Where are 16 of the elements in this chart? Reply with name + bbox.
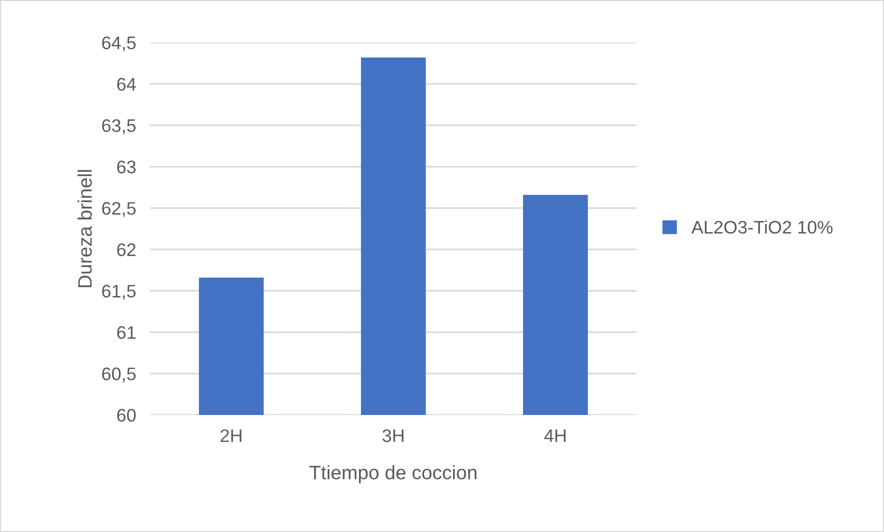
y-tick-label: 60 xyxy=(117,408,136,422)
y-tick-label: 61 xyxy=(117,326,136,339)
y-tick-label: 62,5 xyxy=(102,202,136,217)
y-tick-label: 63 xyxy=(117,160,136,174)
x-tick-label: 2H xyxy=(220,429,242,442)
y-tick-label: 64,5 xyxy=(102,36,136,52)
legend-label: AL2O3-TiO2 10% xyxy=(691,220,833,234)
x-tick-label: 3H xyxy=(382,429,404,442)
y-axis-title: Dureza brinell xyxy=(78,170,92,288)
y-tick-label: 62 xyxy=(117,243,136,256)
x-axis-title: Ttiempo de coccion xyxy=(310,465,476,484)
y-tick-label: 61,5 xyxy=(102,284,136,300)
y-tick-label: 63,5 xyxy=(102,119,136,134)
y-tick-label: 64 xyxy=(117,78,136,91)
y-tick-label: 60,5 xyxy=(102,368,136,382)
x-tick-label: 4H xyxy=(544,430,566,442)
